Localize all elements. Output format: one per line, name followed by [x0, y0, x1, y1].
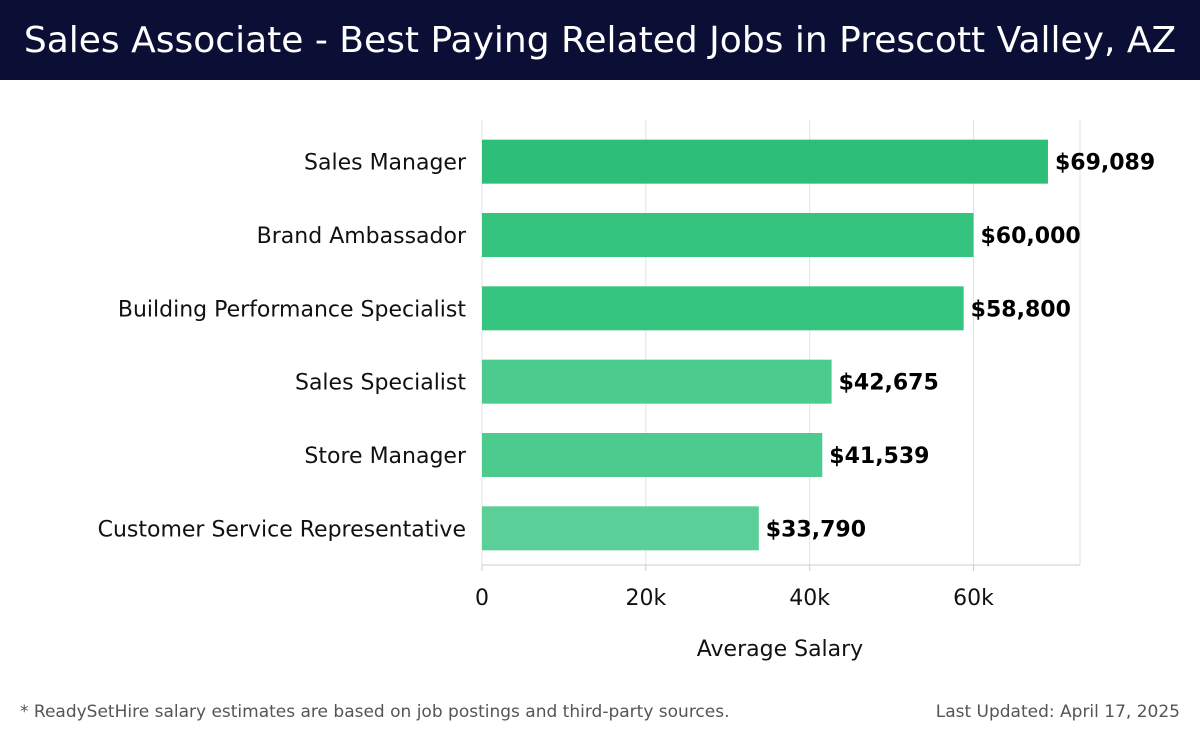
category-label: Brand Ambassador	[257, 224, 467, 249]
bar	[482, 359, 832, 404]
data-label: $41,539	[829, 444, 929, 469]
data-label: $58,800	[971, 297, 1071, 322]
data-label: $69,089	[1055, 151, 1155, 176]
x-tick-label: 0	[475, 586, 489, 611]
grid-lines	[481, 120, 1081, 565]
bar	[482, 213, 974, 257]
chart-header: Sales Associate - Best Paying Related Jo…	[0, 0, 1200, 80]
bar	[482, 433, 823, 477]
category-label: Customer Service Representative	[98, 517, 466, 542]
last-updated: Last Updated: April 17, 2025	[935, 702, 1180, 722]
x-tick-label: 60k	[953, 586, 994, 611]
salary-bar-chart: Sales Manager Brand Ambassador Building Pe…	[98, 120, 1155, 662]
bar	[482, 139, 1048, 184]
data-label: $60,000	[981, 224, 1081, 249]
bar	[482, 506, 759, 551]
category-label: Store Manager	[304, 444, 467, 469]
data-label: $42,675	[839, 371, 939, 396]
category-labels: Sales Manager Brand Ambassador Building Pe…	[98, 151, 467, 543]
bar	[482, 286, 964, 331]
x-tick-label: 20k	[625, 586, 666, 611]
bars	[482, 139, 1048, 551]
chart-title: Sales Associate - Best Paying Related Jo…	[23, 19, 1177, 61]
x-tick-label: 40k	[789, 586, 830, 611]
data-label: $33,790	[766, 517, 866, 542]
category-label: Sales Specialist	[295, 371, 466, 396]
data-labels: $69,089 $60,000 $58,800 $42,675 $41,539 $33,7…	[766, 151, 1155, 543]
category-label: Building Performance Specialist	[118, 297, 466, 322]
x-axis: 0 20k 40k 60k	[475, 564, 1080, 611]
x-axis-title: Average Salary	[697, 637, 863, 662]
category-label: Sales Manager	[304, 151, 467, 176]
footnote: * ReadySetHire salary estimates are base…	[20, 702, 730, 722]
